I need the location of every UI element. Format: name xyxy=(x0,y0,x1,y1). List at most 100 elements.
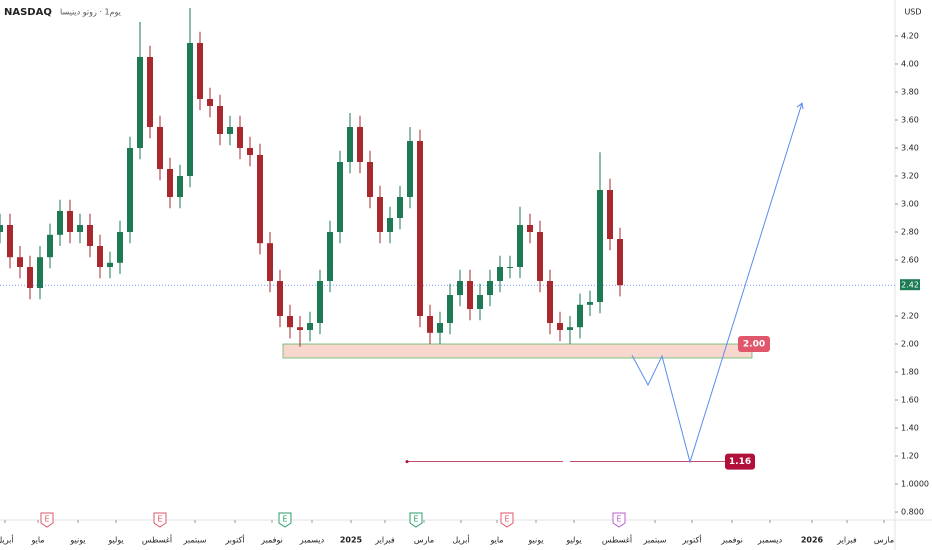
candle-body xyxy=(197,42,203,99)
y-tick-label: 4.00 xyxy=(901,59,919,68)
support-zone xyxy=(282,343,753,359)
y-tick-label: 1.40 xyxy=(901,424,919,433)
candle-body xyxy=(167,168,173,197)
candle-body xyxy=(547,281,553,324)
candle-body xyxy=(527,224,533,232)
candle-body xyxy=(207,98,213,106)
candle-body xyxy=(507,267,513,269)
candle-body xyxy=(257,154,263,244)
earnings-label: E xyxy=(616,515,621,524)
earnings-label: E xyxy=(44,515,49,524)
candle-body xyxy=(177,175,183,197)
candle-body xyxy=(277,281,283,317)
y-tick-label: 1.0000 xyxy=(901,480,929,489)
x-tick-label: أغسطس xyxy=(142,535,172,545)
projection-arrow xyxy=(796,102,804,110)
x-tick-label: 2025 xyxy=(340,536,363,545)
y-tick-label: 2.00 xyxy=(901,340,919,349)
y-tick-label: 3.20 xyxy=(901,171,919,180)
candle-body xyxy=(357,126,363,162)
x-tick-label: ديسمبر xyxy=(757,536,783,545)
candle-body xyxy=(0,224,3,232)
x-tick-label: يوليو xyxy=(565,536,581,545)
projection-path xyxy=(631,103,803,464)
candle-body xyxy=(427,316,433,333)
target-dot xyxy=(405,460,409,464)
y-tick-label: 0.800 xyxy=(901,508,924,517)
y-tick-label: 3.60 xyxy=(901,115,919,124)
x-tick-label: مايو xyxy=(489,536,503,545)
y-tick-label: 4.20 xyxy=(901,31,919,40)
x-tick-label: نوفمبر xyxy=(260,536,283,545)
candle-body xyxy=(267,243,273,282)
candle-body xyxy=(317,281,323,324)
earnings-marker xyxy=(153,512,167,528)
candle-body xyxy=(487,281,493,296)
candle-body xyxy=(327,231,333,282)
y-tick-label: 3.40 xyxy=(901,143,919,152)
candle-body xyxy=(117,231,123,263)
earnings-marker xyxy=(500,512,514,528)
candle-body xyxy=(417,140,423,317)
x-tick-label: يوليو xyxy=(107,536,123,545)
x-tick-label: أكتوبر xyxy=(681,535,701,545)
candle-body xyxy=(137,56,143,148)
candle-body xyxy=(187,42,193,176)
candle-body xyxy=(447,295,453,324)
candle-body xyxy=(597,189,603,303)
x-tick-label: يونيو xyxy=(69,536,85,545)
candle-body xyxy=(157,126,163,169)
candle-body xyxy=(377,196,383,232)
candle-body xyxy=(577,304,583,328)
candle-body xyxy=(127,147,133,232)
candle-body xyxy=(87,224,93,246)
candle-body xyxy=(217,105,223,134)
candle-body xyxy=(347,126,353,162)
x-tick-label: سبتمبر xyxy=(643,536,667,545)
zone-label-box xyxy=(738,336,770,353)
candle-body xyxy=(397,196,403,218)
candle-body xyxy=(77,224,83,232)
candle-body xyxy=(477,295,483,310)
y-tick-label: 3.00 xyxy=(901,199,919,208)
earnings-marker xyxy=(278,512,292,528)
x-tick-label: مارس xyxy=(414,536,434,545)
candle-body xyxy=(297,327,303,331)
candle-body xyxy=(367,161,373,197)
target-label-box xyxy=(725,453,755,470)
earnings-label: E xyxy=(413,515,418,524)
x-tick-label: ديسمبر xyxy=(299,536,325,545)
candle-body xyxy=(557,323,563,331)
chart-title: NASDAQ xyxy=(4,7,52,18)
candle-body xyxy=(27,267,33,289)
candle-body xyxy=(67,210,73,232)
x-tick-label: فبراير xyxy=(374,536,395,545)
candle-body xyxy=(567,327,573,331)
earnings-marker xyxy=(612,512,626,528)
y-tick-label: 1.80 xyxy=(901,368,919,377)
earnings-label: E xyxy=(157,515,162,524)
last-price-box xyxy=(900,279,920,291)
candle-body xyxy=(287,316,293,328)
candle-body xyxy=(337,161,343,232)
candle-body xyxy=(7,224,13,258)
candle-body xyxy=(497,267,503,282)
last-price-label: 2.42 xyxy=(901,281,919,290)
candle-body xyxy=(307,323,313,331)
candle-body xyxy=(37,257,43,289)
candle-body xyxy=(587,302,593,305)
x-tick-label: يونيو xyxy=(527,536,543,545)
zone-label: 2.00 xyxy=(743,340,765,350)
x-tick-label: سبتمبر xyxy=(183,536,207,545)
y-tick-label: 3.80 xyxy=(901,87,919,96)
candle-body xyxy=(227,126,233,134)
candle-body xyxy=(437,323,443,333)
currency: USD xyxy=(904,8,921,17)
candle-body xyxy=(467,281,473,310)
candle-body xyxy=(607,189,613,239)
y-tick-label: 1.60 xyxy=(901,396,919,405)
x-tick-label: مارس xyxy=(874,536,894,545)
candle-body xyxy=(147,56,153,127)
